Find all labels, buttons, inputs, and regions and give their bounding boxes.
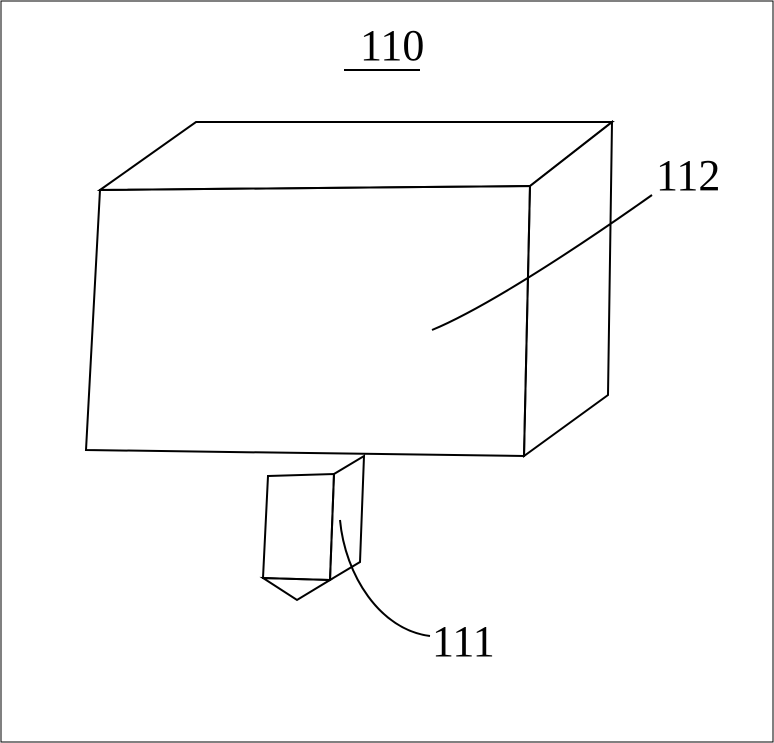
small-box-right	[330, 456, 364, 580]
figure-title: 110	[360, 21, 424, 70]
leader-112	[432, 195, 652, 330]
main-box-top	[100, 122, 612, 190]
labels-group: 112 111	[340, 151, 720, 666]
label-112: 112	[656, 151, 720, 200]
diagram-canvas: 110 112 111	[0, 0, 774, 743]
label-111: 111	[432, 617, 495, 666]
main-box-right	[524, 122, 612, 456]
small-box-front	[263, 474, 334, 580]
main-box-front	[86, 186, 530, 456]
small-box-bottom-wedge	[263, 578, 330, 600]
leader-111	[340, 520, 430, 636]
outer-border	[1, 1, 773, 742]
